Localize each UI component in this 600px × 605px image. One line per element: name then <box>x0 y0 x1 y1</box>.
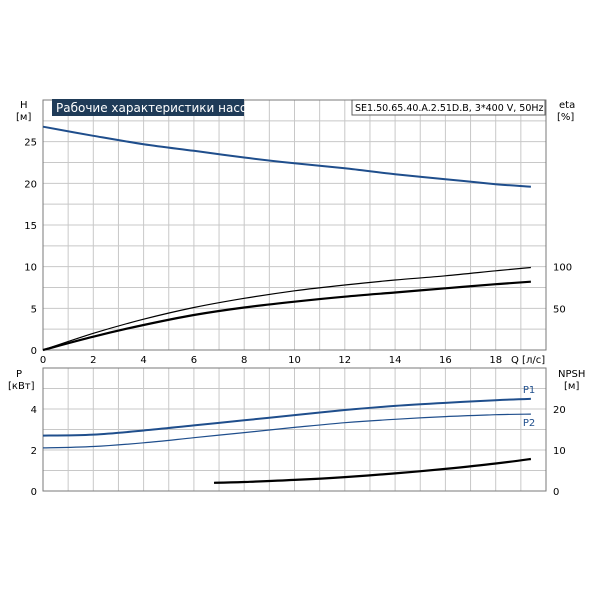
power-tick-label: 0 <box>31 487 37 498</box>
x-tick-label: 14 <box>389 355 402 366</box>
series-label-p2: P2 <box>523 418 535 429</box>
power-tick-label: 4 <box>31 405 37 416</box>
series-line-eta_thick <box>42 280 531 352</box>
text-layer: 0 2 4 6 8 10 12 14 16 18 0 5 10 15 20 25 50 100 0 2 4 0 10 20 P1… <box>24 138 572 498</box>
eta-tick-label: 50 <box>553 304 566 315</box>
npsh-tick-label: 20 <box>553 405 566 416</box>
head-tick-label: 5 <box>31 304 37 315</box>
chart-title: Рабочие характеристики насоса <box>56 101 261 115</box>
flow-axis-label: Q [л/с] <box>511 355 545 366</box>
npsh-axis-label: NPSH <box>558 369 585 380</box>
x-tick-label: 16 <box>439 355 452 366</box>
x-tick-label: 0 <box>40 355 46 366</box>
eta-tick-label: 100 <box>553 263 572 274</box>
head-tick-label: 15 <box>24 221 37 232</box>
power-axis-unit: [кВт] <box>8 381 35 392</box>
eta-axis-label: eta <box>559 100 575 111</box>
npsh-tick-label: 10 <box>553 446 566 457</box>
x-tick-label: 18 <box>489 355 502 366</box>
power-tick-label: 2 <box>31 446 37 457</box>
x-tick-label: 4 <box>140 355 146 366</box>
head-tick-label: 10 <box>24 263 37 274</box>
series-line-npsh <box>213 457 532 484</box>
x-tick-label: 2 <box>90 355 96 366</box>
x-tick-label: 8 <box>241 355 247 366</box>
x-tick-label: 12 <box>338 355 351 366</box>
series-label-p1: P1 <box>523 385 535 396</box>
series-line-head <box>42 125 531 188</box>
series-line-p2 <box>42 413 531 449</box>
series-layer <box>42 125 532 484</box>
power-axis-label: P <box>16 369 22 380</box>
series-line-p1 <box>42 397 531 437</box>
head-tick-label: 20 <box>24 179 37 190</box>
head-axis-unit: [м] <box>16 112 31 123</box>
npsh-tick-label: 0 <box>553 487 559 498</box>
pump-info-box <box>351 99 546 116</box>
head-axis-label: H <box>20 100 28 111</box>
x-tick-label: 6 <box>191 355 197 366</box>
lower-plot-frame <box>42 367 547 492</box>
pump-info-text: SE1.50.65.40.A.2.51D.B, 3*400 V, 50Hz <box>355 103 544 114</box>
title-background <box>52 99 244 116</box>
x-tick-label: 10 <box>288 355 301 366</box>
head-tick-label: 0 <box>31 346 37 357</box>
npsh-axis-unit: [м] <box>564 381 579 392</box>
upper-plot-frame <box>42 99 547 351</box>
series-line-eta_thin <box>42 266 531 351</box>
head-tick-label: 25 <box>24 138 37 149</box>
eta-axis-unit: [%] <box>557 112 574 123</box>
